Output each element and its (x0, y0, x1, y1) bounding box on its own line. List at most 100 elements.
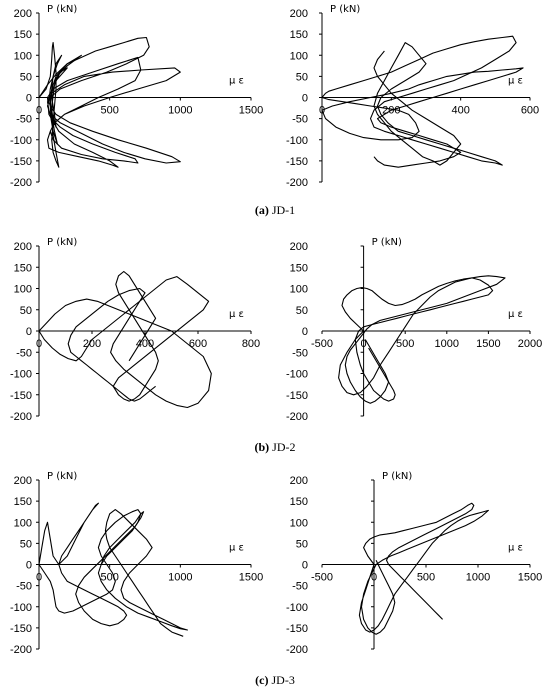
y-tick-label: 50 (296, 71, 308, 83)
caption-text: JD-1 (268, 203, 296, 217)
y-tick-label: -150 (10, 156, 32, 168)
x-tick-label: -500 (311, 572, 333, 584)
y-tick-label: -200 (286, 411, 308, 423)
hysteresis-curve-2 (341, 277, 494, 402)
y-tick-label: 200 (14, 475, 32, 487)
x-tick-label: 0 (36, 338, 42, 350)
y-tick-label: -50 (292, 347, 308, 359)
y-tick-label: 200 (290, 475, 308, 487)
hysteresis-curve-2 (38, 42, 82, 168)
y-axis-label: P (kN) (330, 4, 360, 15)
y-tick-label: -100 (286, 135, 308, 147)
caption-text: JD-3 (268, 673, 295, 687)
caption-letter: (c) (255, 673, 269, 687)
x-tick-label: 1000 (168, 572, 192, 584)
caption-letter: (b) (254, 440, 270, 454)
hysteresis-curve-2 (38, 502, 145, 627)
x-axis-label: μ ε (229, 543, 244, 554)
y-tick-label: 50 (296, 538, 308, 550)
x-tick-label: 500 (417, 572, 435, 584)
hysteresis-curve-1 (358, 509, 489, 635)
x-tick-label: 1500 (239, 572, 263, 584)
y-tick-label: -150 (10, 390, 32, 402)
x-tick-label: 1500 (476, 338, 500, 350)
y-axis-label: P (kN) (47, 4, 77, 15)
caption-jd3: (c) JD-3 (0, 673, 550, 688)
x-tick-label: 0 (36, 105, 42, 117)
y-tick-label: -150 (286, 623, 308, 635)
y-tick-label: -150 (286, 390, 308, 402)
x-tick-label: 0 (36, 572, 42, 584)
y-tick-label: 0 (26, 560, 32, 572)
x-tick-label: 500 (100, 572, 118, 584)
caption-text: JD-2 (269, 440, 296, 454)
y-tick-label: 150 (14, 262, 32, 274)
y-tick-label: 0 (302, 93, 308, 105)
hysteresis-curve-1 (38, 36, 181, 168)
y-tick-label: 50 (20, 305, 32, 317)
y-tick-label: 150 (14, 496, 32, 508)
y-tick-label: -200 (286, 177, 308, 189)
y-tick-label: -100 (10, 602, 32, 614)
hysteresis-curve-2 (363, 502, 475, 620)
x-tick-label: 1500 (518, 572, 542, 584)
x-axis-label: μ ε (508, 309, 523, 320)
y-tick-label: -200 (10, 644, 32, 656)
y-tick-label: 100 (290, 50, 308, 62)
y-tick-label: 100 (14, 50, 32, 62)
x-tick-label: 1000 (168, 105, 192, 117)
y-tick-label: 200 (290, 241, 308, 253)
x-tick-label: 0 (371, 572, 377, 584)
x-tick-label: 1500 (239, 105, 263, 117)
y-tick-label: 150 (290, 262, 308, 274)
hysteresis-curve-1 (38, 509, 188, 637)
x-tick-label: 0 (361, 338, 367, 350)
hysteresis-curve-1 (338, 275, 506, 404)
y-tick-label: 100 (14, 517, 32, 529)
y-tick-label: 150 (290, 29, 308, 41)
y-axis-label: P (kN) (382, 471, 412, 482)
x-tick-label: 500 (396, 338, 414, 350)
y-tick-label: -50 (292, 114, 308, 126)
hysteresis-curve-2 (38, 287, 212, 409)
y-tick-label: -200 (10, 177, 32, 189)
y-tick-label: 150 (290, 496, 308, 508)
x-axis-label: μ ε (229, 76, 244, 87)
x-tick-label: 800 (242, 338, 260, 350)
hysteresis-curve-1 (38, 270, 210, 402)
y-tick-label: -200 (286, 644, 308, 656)
hysteresis-curve-2 (321, 67, 524, 168)
x-tick-label: 1000 (466, 572, 490, 584)
y-tick-label: -50 (16, 114, 32, 126)
y-tick-label: 50 (296, 305, 308, 317)
caption-letter: (a) (254, 203, 269, 217)
y-tick-label: 50 (20, 538, 32, 550)
chart-panel-1: -200 -150 -100 -50 0 50 100 150 200 0 500 1000 1500 P… (10, 4, 263, 189)
x-axis-label: μ ε (508, 543, 523, 554)
y-tick-label: 100 (290, 284, 308, 296)
y-tick-label: -50 (16, 347, 32, 359)
caption-jd1: (a) JD-1 (0, 203, 550, 218)
x-tick-label: 1000 (435, 338, 459, 350)
y-tick-label: -150 (10, 623, 32, 635)
y-axis-label: P (kN) (372, 237, 402, 248)
x-tick-label: -500 (311, 338, 333, 350)
y-tick-label: -50 (16, 581, 32, 593)
y-tick-label: -100 (286, 602, 308, 614)
y-tick-label: -150 (286, 156, 308, 168)
y-tick-label: 50 (20, 71, 32, 83)
y-axis-label: P (kN) (47, 237, 77, 248)
y-tick-label: -100 (10, 369, 32, 381)
x-tick-label: 2000 (518, 338, 542, 350)
y-tick-label: 0 (26, 93, 32, 105)
x-tick-label: 600 (189, 338, 207, 350)
y-tick-label: -100 (10, 135, 32, 147)
y-tick-label: 150 (14, 29, 32, 41)
y-tick-label: 200 (14, 241, 32, 253)
x-axis-label: μ ε (229, 309, 244, 320)
y-tick-label: 0 (302, 560, 308, 572)
